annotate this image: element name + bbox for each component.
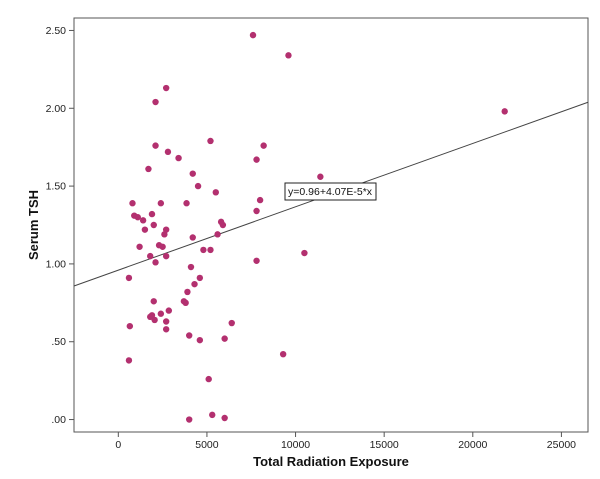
data-point [151,316,158,324]
x-tick-label: 25000 [547,439,576,451]
data-point [219,221,227,229]
data-point [164,148,172,156]
data-point [221,414,228,422]
x-tick-label: 0 [115,439,121,451]
data-point [162,318,170,325]
data-point [150,298,157,305]
x-tick-label: 5000 [195,439,219,451]
data-point [175,154,182,162]
y-tick-label: 2.00 [46,103,67,115]
data-point [189,234,196,241]
data-point [205,375,212,383]
data-point [129,200,136,207]
data-point [165,307,173,314]
y-tick-label: 1.50 [46,181,67,193]
data-point [285,52,292,59]
data-point [279,350,287,358]
data-point [125,357,133,364]
data-point [152,259,159,266]
data-point [256,196,264,204]
data-point [145,165,152,173]
data-point [228,319,235,327]
data-point [152,98,159,106]
data-point [207,137,214,145]
data-point [207,246,214,254]
data-point [501,108,508,115]
data-point [134,214,142,221]
data-point [187,263,195,271]
y-tick-label: 1.00 [46,258,67,270]
x-tick-label: 10000 [281,439,310,451]
data-point [212,189,219,196]
data-points [125,31,508,423]
data-point [260,142,267,149]
data-point [196,336,204,344]
y-tick-label: 2.50 [46,25,67,37]
data-point [157,200,165,207]
data-point [200,246,207,254]
data-point [159,243,166,250]
data-point [184,288,191,296]
data-point [221,335,228,342]
data-point [317,173,324,180]
data-point [148,312,156,319]
data-point [126,322,134,330]
data-point [147,252,154,260]
data-point [182,299,189,307]
data-point [141,226,149,233]
equation-label: y=0.96+4.07E-5*x [288,186,373,198]
data-point [162,226,170,233]
data-point [249,31,257,39]
x-axis: 0 5000 10000 15000 20000 25000 [115,432,576,451]
data-point [301,249,308,257]
data-point [191,280,198,288]
data-point [150,221,157,229]
data-point [152,142,159,149]
data-point [194,182,202,190]
y-axis-title: Serum TSH [26,190,41,260]
y-tick-label: .50 [51,336,66,348]
data-point [157,310,165,317]
equation-annotation: y=0.96+4.07E-5*x [284,182,377,201]
data-point [183,200,190,207]
data-point [209,411,216,419]
data-point [186,332,193,339]
data-point [162,252,170,260]
data-point [139,217,147,224]
y-axis: .00 .50 1.00 1.50 2.00 2.50 [46,25,74,426]
data-point [253,257,260,264]
data-point [162,326,170,333]
x-tick-label: 20000 [458,439,487,451]
y-tick-label: .00 [51,414,66,426]
x-tick-label: 15000 [370,439,399,451]
data-point [189,170,196,177]
data-point [196,274,204,282]
data-point [136,243,143,250]
data-point [214,231,221,238]
data-point [162,84,170,92]
data-point [148,210,156,218]
x-axis-title: Total Radiation Exposure [253,454,409,469]
data-point [186,416,193,423]
data-point [253,156,260,163]
data-point [253,207,260,215]
plot-area [73,17,589,433]
data-point [125,274,133,282]
equation-box [284,182,377,201]
